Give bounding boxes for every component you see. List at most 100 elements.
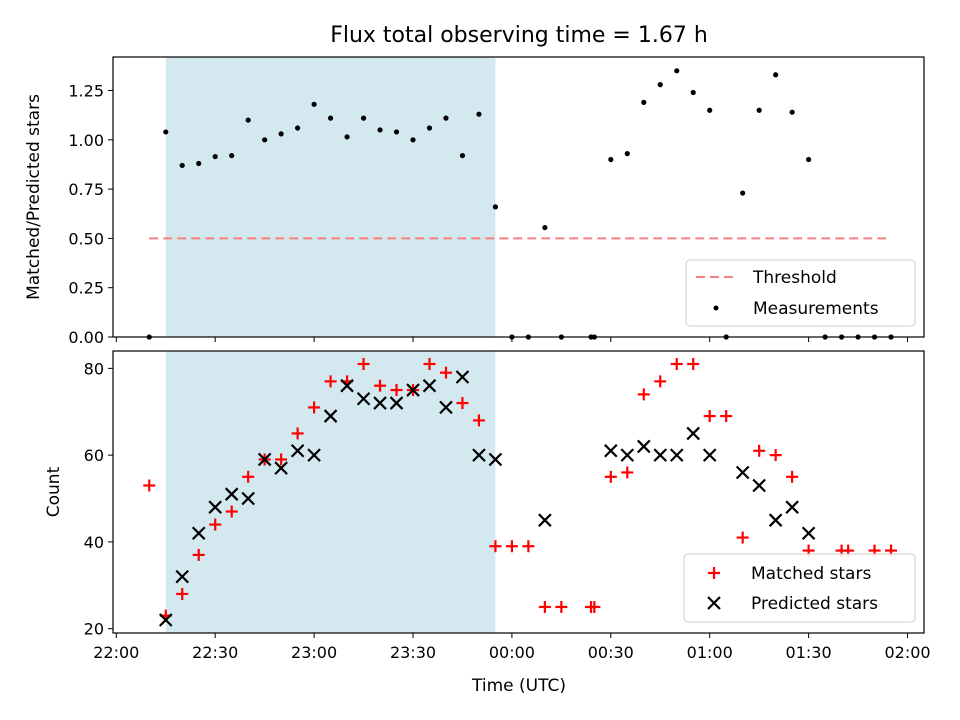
legend-threshold-label: Threshold [752, 268, 837, 288]
measurement-point [163, 129, 169, 135]
matched-star-point [604, 470, 617, 483]
x-tick-label: 23:00 [291, 643, 337, 662]
predicted-star-point [801, 526, 816, 540]
measurement-point [690, 89, 696, 96]
measurement-point [311, 101, 317, 107]
predicted-star-point [620, 448, 635, 462]
measurement-point [459, 152, 466, 159]
x-tick-label: 02:00 [884, 643, 930, 662]
matched-star-point [324, 375, 337, 388]
legend-predicted-swatch [707, 596, 721, 610]
matched-star-point [555, 600, 568, 613]
matched-star-point [736, 531, 749, 544]
top-legend-box [685, 259, 916, 327]
predicted-star-point [340, 378, 354, 393]
matched-star-point [390, 384, 403, 397]
predicted-star-point [735, 465, 750, 480]
matched-star-point [637, 388, 650, 401]
measurement-point [789, 109, 795, 115]
matched-star-point [670, 358, 683, 371]
predicted-stars-series [158, 370, 816, 627]
x-axis-label: Time (UTC) [471, 676, 566, 696]
measurement-point [674, 68, 680, 74]
predicted-star-point [752, 478, 766, 493]
matched-star-point [423, 358, 436, 371]
measurement-point [542, 224, 548, 231]
predicted-star-point [636, 439, 651, 454]
legend-measurements-swatch [713, 305, 719, 311]
predicted-star-point [455, 370, 470, 384]
predicted-star-point [538, 513, 552, 527]
predicted-star-point [191, 526, 206, 540]
top-x-ticks [115, 337, 909, 342]
predicted-star-point [439, 400, 453, 415]
chart-title: Flux total observing time = 1.67 h [330, 23, 708, 48]
measurement-point [624, 151, 630, 157]
bottom-axes-frame [112, 350, 925, 634]
bottom-y-tick-label: 80 [84, 359, 104, 378]
x-tick-label: 00:00 [489, 643, 535, 662]
top-panel: 0.00 0.25 0.50 0.75 1.00 1.25 Matched/Predict… [24, 56, 925, 347]
predicted-star-point [373, 396, 387, 410]
top-y-tick-label: 0.75 [68, 180, 104, 199]
measurement-point [641, 99, 647, 105]
top-legend: Threshold Measurements [685, 259, 916, 327]
bottom-panel: 20 40 60 80 22:00 22:30 23:00 23:30 00:00 00:30 0… [44, 350, 931, 696]
matched-star-point [439, 366, 452, 379]
predicted-star-point [158, 613, 173, 627]
matched-star-point [786, 470, 799, 483]
bottom-y-tick-label: 40 [84, 533, 104, 552]
measurement-point [344, 134, 350, 140]
bottom-y-axis: 20 40 60 80 [84, 359, 113, 639]
matched-star-point [769, 449, 782, 462]
legend-predicted-label: Predicted stars [751, 594, 878, 614]
bottom-y-tick-label: 60 [84, 446, 104, 465]
top-y-tick-label: 1.00 [68, 131, 104, 150]
matched-star-point [687, 358, 700, 371]
predicted-star-point [669, 448, 684, 462]
measurement-point [657, 82, 663, 88]
matched-star-point [489, 540, 502, 553]
predicted-star-point [472, 448, 486, 462]
predicted-star-point [768, 513, 783, 527]
matched-star-point [538, 600, 551, 613]
x-tick-label: 22:00 [93, 643, 139, 662]
predicted-star-point [224, 487, 239, 501]
top-axes-frame [112, 56, 925, 338]
predicted-star-point [785, 500, 799, 514]
measurement-point [229, 152, 235, 159]
matched-stars-series [143, 358, 898, 622]
top-y-tick-label: 0.00 [68, 328, 104, 347]
matched-star-point [143, 479, 156, 492]
top-y-axis: 0.00 0.25 0.50 0.75 1.00 1.25 [68, 82, 113, 347]
x-tick-label: 23:30 [390, 643, 436, 662]
measurement-point [212, 153, 218, 160]
measurement-point [426, 125, 433, 131]
x-tick-label: 01:30 [786, 643, 832, 662]
bottom-legend-box [683, 553, 916, 623]
matched-star-point [209, 518, 222, 531]
measurement-point [196, 160, 202, 167]
measurement-point [393, 129, 400, 135]
matched-star-point [621, 466, 634, 479]
matched-star-point [176, 587, 189, 600]
measurement-point [476, 111, 482, 117]
matched-star-point [374, 379, 387, 392]
bottom-y-tick-label: 20 [84, 620, 104, 639]
top-y-tick-label: 0.50 [68, 229, 104, 248]
measurement-point [410, 137, 416, 143]
measurement-point [179, 162, 185, 169]
matched-star-point [654, 375, 667, 388]
measurement-point [492, 204, 499, 210]
bottom-y-axis-label: Count [44, 466, 64, 517]
measurement-point [262, 137, 268, 143]
top-y-tick-label: 1.25 [68, 82, 104, 101]
matched-star-point [308, 401, 321, 414]
matched-star-point [242, 470, 255, 483]
top-observing-window [165, 57, 496, 337]
matched-star-point [291, 427, 304, 440]
matched-star-point [505, 540, 518, 553]
measurement-point [360, 115, 367, 121]
measurement-point [295, 125, 301, 131]
